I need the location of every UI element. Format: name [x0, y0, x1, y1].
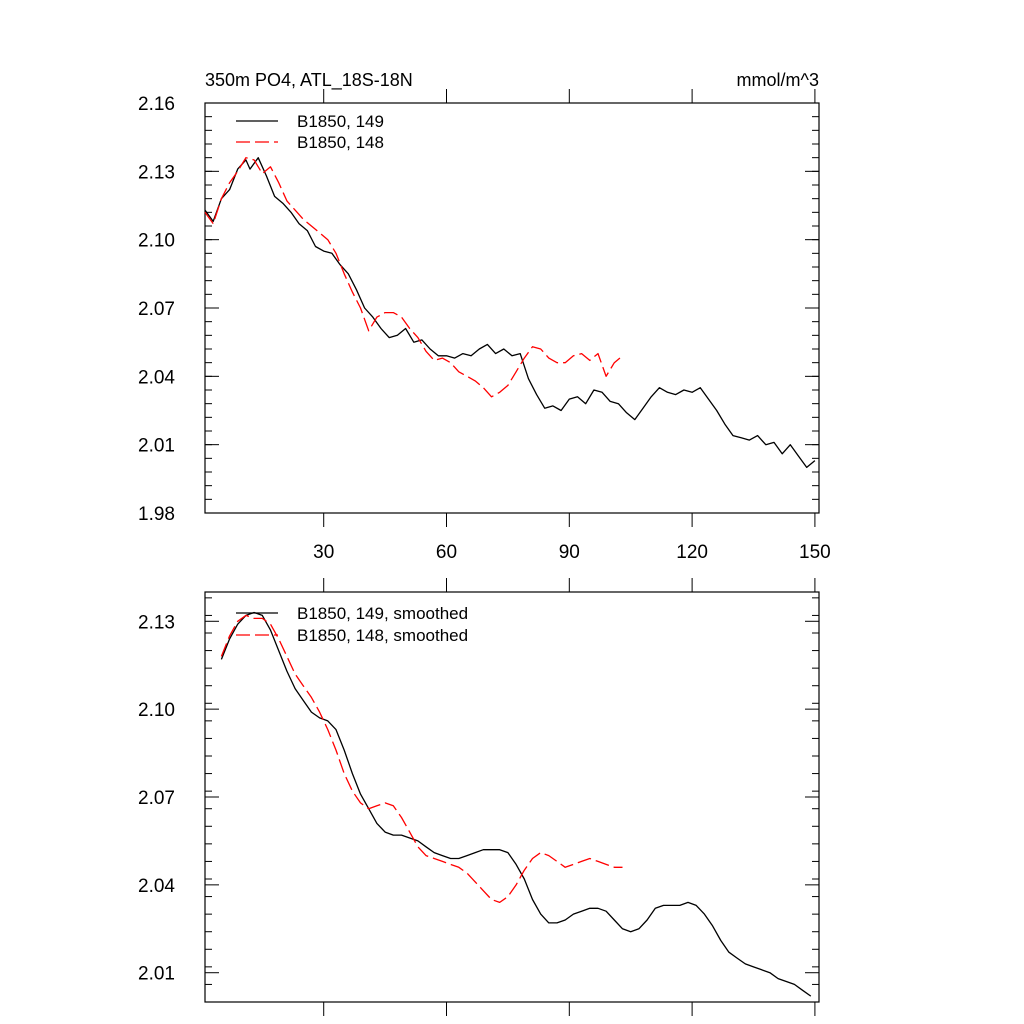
bottom-series-layer — [220, 611, 812, 997]
y-tick-label: 1.98 — [138, 504, 175, 525]
top-panel: 350m PO4, ATL_18S-18N mmol/m^3 1.98 2.01 2… — [138, 70, 831, 563]
y-tick-label: 2.13 — [138, 162, 175, 183]
legend-label-1: B1850, 149 — [297, 112, 384, 131]
x-tick-label: 60 — [436, 542, 457, 563]
y-tick-label: 2.07 — [138, 788, 175, 809]
top-series-layer — [204, 157, 816, 469]
top-units-label: mmol/m^3 — [737, 70, 819, 90]
series-line-2 — [220, 614, 623, 904]
top-chart-title: 350m PO4, ATL_18S-18N — [205, 70, 413, 91]
bottom-axis-ticks: 2.01 2.04 2.07 2.10 2.13 — [138, 578, 819, 1016]
series-line-2 — [204, 157, 623, 398]
y-tick-label: 2.07 — [138, 299, 175, 320]
bottom-legend: B1850, 149, smoothed B1850, 148, smoothed — [236, 604, 468, 645]
x-tick-label: 30 — [313, 542, 334, 563]
x-tick-label: 150 — [799, 542, 831, 563]
legend-label-2: B1850, 148, smoothed — [297, 626, 468, 645]
series-line-1 — [204, 157, 816, 469]
y-tick-label: 2.01 — [138, 964, 175, 985]
top-legend: B1850, 149 B1850, 148 — [236, 112, 384, 152]
y-tick-label: 2.13 — [138, 612, 175, 633]
x-tick-label: 120 — [676, 542, 708, 563]
legend-label-1: B1850, 149, smoothed — [297, 604, 468, 623]
y-tick-label: 2.16 — [138, 94, 175, 115]
bottom-panel: 2.01 2.04 2.07 2.10 2.13 B1850, 149, smoothe… — [138, 578, 820, 1016]
y-tick-label: 2.04 — [138, 367, 175, 388]
bottom-plot-frame — [204, 591, 820, 1003]
x-tick-label: 90 — [559, 542, 580, 563]
series-line-1 — [220, 611, 812, 997]
y-tick-label: 2.10 — [138, 700, 175, 721]
top-axis-ticks: 1.98 2.01 2.04 2.07 2.10 2.13 2.16 30 60 90 120 150 — [138, 89, 831, 563]
y-tick-label: 2.10 — [138, 231, 175, 252]
legend-label-2: B1850, 148 — [297, 133, 384, 152]
y-tick-label: 2.04 — [138, 876, 175, 897]
top-plot-frame — [204, 102, 820, 514]
y-tick-label: 2.01 — [138, 436, 175, 457]
